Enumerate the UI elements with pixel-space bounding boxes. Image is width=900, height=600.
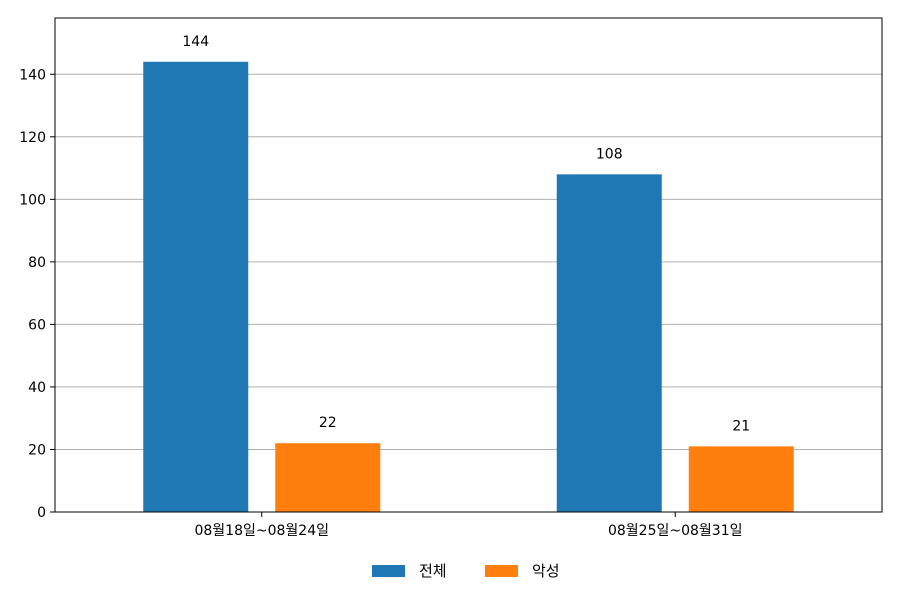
y-tick-label: 100	[19, 192, 46, 208]
y-tick-label: 120	[19, 130, 46, 146]
bar-total-1	[556, 174, 662, 513]
legend: 전체 악성	[372, 562, 560, 580]
bar-total-0	[143, 61, 249, 512]
legend-swatch-1	[485, 565, 518, 577]
legend-label: 전체	[419, 562, 447, 580]
x-tick-label: 08월18일~08월24일	[194, 523, 329, 539]
y-tick-label: 20	[28, 442, 46, 458]
data-label: 108	[596, 146, 623, 162]
y-tick-label: 40	[28, 380, 46, 396]
x-axis: 08월18일~08월24일 08월25일~08월31일	[194, 512, 743, 539]
y-tick-label: 140	[19, 67, 46, 83]
y-axis: 0 20 40 60 80 100 120 140	[19, 67, 55, 521]
y-tick-label: 80	[28, 255, 46, 271]
data-labels: 144 22 108 21	[182, 34, 750, 435]
plot-frame	[54, 17, 883, 513]
legend-swatch-0	[372, 565, 405, 577]
legend-label: 악성	[532, 562, 560, 580]
bars	[143, 61, 794, 513]
x-tick-label: 08월25일~08월31일	[608, 523, 743, 539]
data-label: 21	[732, 418, 750, 434]
data-label: 144	[182, 34, 209, 50]
bar-malicious-1	[688, 446, 794, 512]
data-label: 22	[319, 415, 337, 431]
y-tick-label: 0	[37, 505, 46, 521]
bar-malicious-0	[275, 443, 381, 512]
y-tick-label: 60	[28, 317, 46, 333]
